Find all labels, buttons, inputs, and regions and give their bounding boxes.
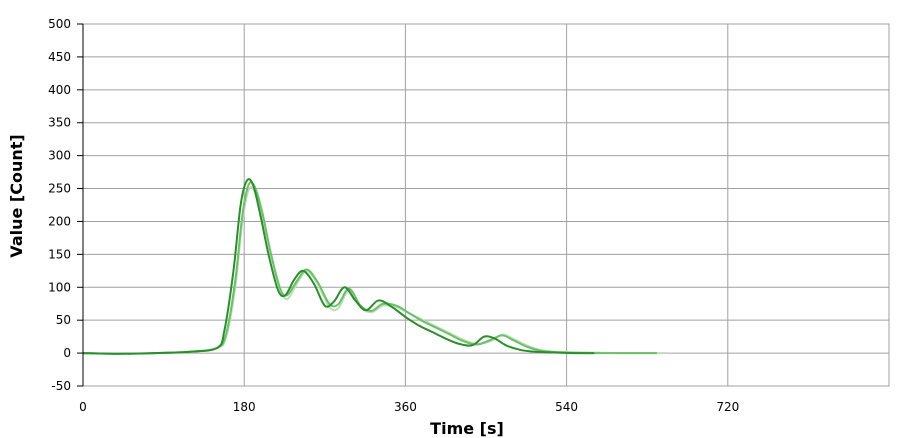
series-line-3 <box>82 178 595 355</box>
y-tick-label: 150 <box>48 247 71 261</box>
y-tick-label: 450 <box>48 50 71 64</box>
series-group <box>82 178 667 355</box>
x-tick-label: 720 <box>716 400 739 414</box>
y-tick-label: 250 <box>48 182 71 196</box>
y-tick-label: 200 <box>48 214 71 228</box>
y-tick-label: 500 <box>48 17 71 31</box>
x-axis-title: Time [s] <box>430 419 504 438</box>
y-axis-title: Value [Count] <box>7 134 26 257</box>
series-line-2 <box>82 181 658 355</box>
plot-area-background <box>83 24 889 386</box>
x-tick-label: 180 <box>233 400 256 414</box>
y-tick-label: 300 <box>48 149 71 163</box>
x-tick-label: 0 <box>79 400 87 414</box>
y-tick-label: 400 <box>48 83 71 97</box>
y-tick-label: 100 <box>48 280 71 294</box>
x-tick-label: 540 <box>555 400 578 414</box>
y-tick-label: -50 <box>51 379 71 393</box>
y-tick-label: 350 <box>48 116 71 130</box>
x-tick-label: 360 <box>394 400 417 414</box>
y-tick-label: 0 <box>63 346 71 360</box>
y-tick-label: 50 <box>56 313 71 327</box>
